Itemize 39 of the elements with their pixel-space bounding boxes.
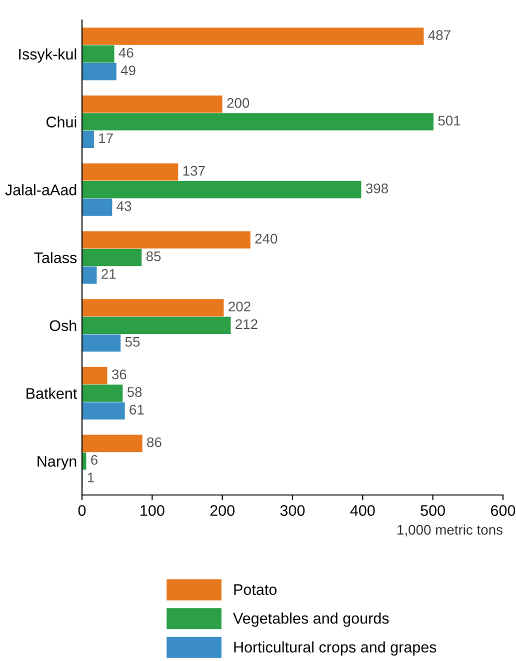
- x-tick-label: 0: [78, 505, 86, 516]
- x-axis-title: 1,000 metric tons: [398, 524, 503, 536]
- y-tick-label: Talass: [34, 252, 77, 264]
- data-label: 85: [146, 251, 161, 262]
- legend-label: Potato: [234, 584, 277, 595]
- x-tick-label: 400: [350, 505, 375, 516]
- legend-label: Horticultural crops and grapes: [234, 641, 436, 656]
- data-label: 36: [112, 369, 126, 380]
- data-label: 200: [227, 98, 250, 108]
- data-label: 137: [183, 166, 205, 176]
- y-tick-label: Naryn: [38, 456, 76, 470]
- x-tick-label: 300: [280, 505, 305, 516]
- data-label: 212: [236, 319, 258, 329]
- x-tick-label: 100: [140, 505, 164, 516]
- data-label: 46: [118, 48, 134, 58]
- data-label: 61: [130, 404, 144, 415]
- x-tick-label: 600: [491, 505, 516, 516]
- y-tick-label: Chui: [46, 116, 76, 128]
- data-label: 86: [147, 437, 162, 448]
- x-tick-label: 200: [210, 505, 234, 516]
- data-label: 398: [366, 184, 388, 194]
- data-label: 6: [91, 454, 98, 465]
- data-label: 202: [228, 302, 250, 312]
- y-tick-label: Batkent: [26, 388, 78, 399]
- data-label: 1: [88, 472, 94, 482]
- data-label: 240: [255, 234, 278, 244]
- data-label: 43: [116, 201, 132, 212]
- y-tick-label: Issyk-kul: [19, 48, 76, 63]
- legend-label: Vegetables and gourds: [233, 612, 389, 627]
- x-tick-label: 500: [420, 505, 445, 516]
- data-label: 49: [120, 65, 136, 76]
- y-tick-label: Osh: [50, 320, 76, 332]
- data-label: 55: [125, 337, 140, 347]
- y-tick-label: Jalal-aAad: [5, 184, 76, 196]
- data-label: 17: [99, 133, 113, 144]
- data-label: 58: [127, 387, 142, 397]
- data-label: 21: [102, 269, 116, 279]
- data-label: 501: [438, 116, 460, 126]
- data-label: 487: [428, 30, 450, 40]
